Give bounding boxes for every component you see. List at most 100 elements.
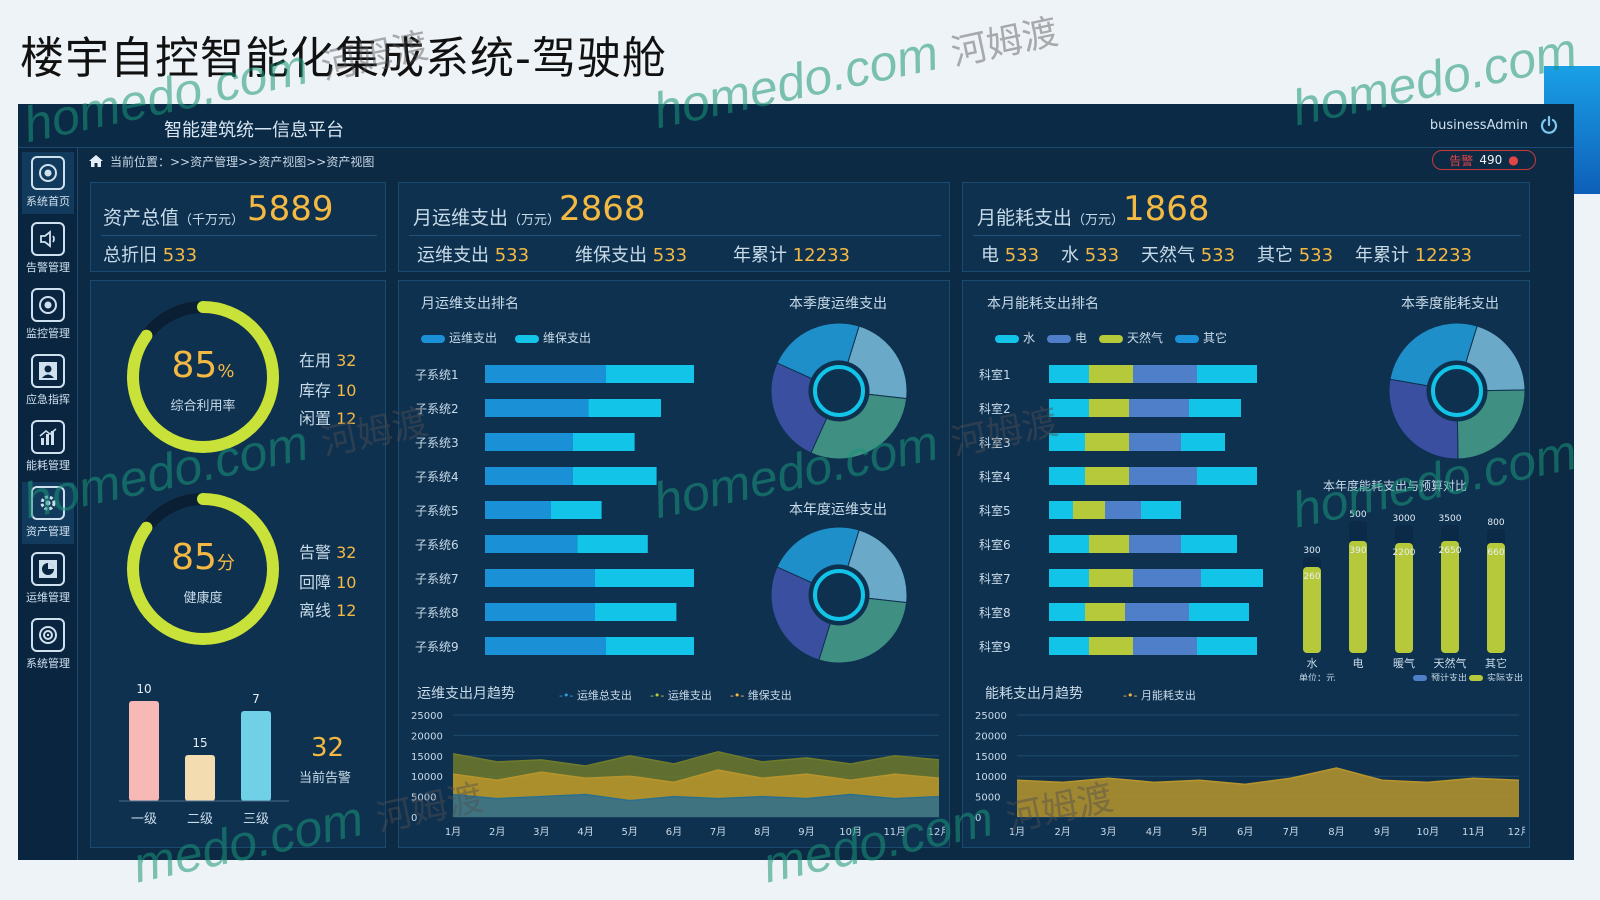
rank-bar-segment: [1049, 467, 1085, 485]
rank-category-label: 子系统2: [415, 402, 459, 416]
rank-category-label: 子系统7: [415, 572, 459, 586]
asset-kpi-value: 5889: [247, 189, 334, 229]
trend-x-tick: 12月: [928, 826, 945, 838]
sidebar-item-monitor[interactable]: 监控管理: [22, 284, 74, 346]
rank-bar-segment: [1197, 365, 1257, 383]
alarm-bar: [129, 701, 159, 801]
energy-trend-title: 能耗支出月趋势: [985, 686, 1083, 702]
utilization-stat: 库存 10: [299, 381, 357, 400]
rank-bar-segment: [1133, 637, 1197, 655]
budget-category-label: 水: [1307, 657, 1318, 670]
ops-kpi-panel: 月运维支出（万元） 2868 运维支出 533 维保支出 533 年累计 122…: [398, 182, 950, 272]
rank-bar-segment: [1049, 603, 1085, 621]
legend-item[interactable]: -•- 运维支出: [649, 689, 712, 702]
legend-item[interactable]: -•- 月能耗支出: [1123, 689, 1196, 702]
legend-item[interactable]: -•- 运维总支出: [559, 689, 632, 702]
rank-bar-segment: [1129, 433, 1181, 451]
trend-x-tick: 3月: [533, 826, 549, 838]
power-icon[interactable]: [1538, 114, 1560, 136]
utilization-stat: 闲置 12: [299, 409, 357, 428]
rank-bar-segment: [577, 535, 648, 553]
trend-area: [1017, 768, 1519, 817]
budget-bar-actual: [1395, 543, 1413, 653]
rank-bar-segment: [1129, 399, 1189, 417]
pie-chart-icon: [31, 552, 65, 586]
legend-item[interactable]: 其它: [1175, 329, 1227, 346]
energy-trend-legend: -•- 月能耗支出: [1123, 687, 1196, 703]
trend-x-tick: 2月: [1054, 826, 1070, 838]
trend-y-tick: 10000: [411, 772, 443, 783]
legend-item[interactable]: 运维支出: [421, 329, 497, 346]
ops-kpi-sub: 年累计 12233: [733, 245, 850, 266]
budget-bar-actual: [1303, 567, 1321, 653]
budget-expected-label: 500: [1349, 510, 1366, 520]
rank-bar-segment: [485, 365, 606, 383]
trend-x-tick: 5月: [1191, 826, 1207, 838]
legend-item[interactable]: 水: [995, 329, 1035, 346]
sidebar-item-emergency[interactable]: 应急指挥: [22, 350, 74, 412]
energy-trend-chart: 25000 20000 15000 10000 5000 0 1月 2月 3月 4月 5月 6月 7月 8…: [975, 711, 1525, 838]
sidebar-item-asset[interactable]: 资产管理: [22, 482, 74, 544]
energy-rank-chart: 科室1 科室2 科室3 科室4 科室5 科室6 科室7 科室8 科室9: [979, 365, 1263, 655]
sidebar-item-energy[interactable]: 能耗管理: [22, 416, 74, 478]
rank-category-label: 科室7: [979, 571, 1011, 586]
legend-item[interactable]: -•- 维保支出: [729, 689, 792, 702]
rank-bar-segment: [1049, 569, 1089, 587]
donut-center: [813, 365, 865, 417]
donut-slice: [810, 393, 908, 460]
legend-item[interactable]: 电: [1047, 329, 1087, 346]
sidebar-item-label: 监控管理: [26, 327, 70, 340]
rank-bar-segment: [551, 501, 602, 519]
home-icon[interactable]: [88, 154, 104, 168]
kpi-divider: [101, 235, 377, 236]
ops-kpi-value: 2868: [559, 189, 646, 229]
rank-bar-segment: [1085, 467, 1129, 485]
breadcrumb-text[interactable]: 当前位置：>>资产管理>>资产视图>>资产视图: [110, 154, 375, 169]
year-ops-title: 本年度运维支出: [789, 502, 887, 518]
trend-x-tick: 12月: [1508, 826, 1525, 838]
trend-y-tick: 25000: [411, 711, 443, 722]
rank-bar-segment: [1049, 365, 1089, 383]
rank-category-label: 科室4: [979, 469, 1011, 484]
trend-area: [453, 794, 939, 817]
current-alarm-value: 32: [311, 733, 345, 763]
trend-line: [1016, 767, 1520, 786]
budget-category-label: 暖气: [1393, 656, 1415, 670]
donut-center: [813, 569, 865, 621]
budget-actual-label: 2200: [1393, 548, 1416, 558]
trend-y-tick: 20000: [411, 731, 443, 742]
rank-category-label: 子系统5: [415, 504, 459, 518]
settings-icon: [31, 618, 65, 652]
kpi-divider: [409, 235, 941, 236]
trend-y-tick: 5000: [411, 793, 436, 804]
trend-line: [452, 793, 940, 802]
kpi-divider: [973, 235, 1521, 236]
user-icon: [31, 354, 65, 388]
rank-bar-segment: [485, 467, 573, 485]
trend-x-tick: 11月: [1462, 826, 1485, 838]
budget-legend-swatch: [1413, 675, 1427, 681]
energy-kpi-sub: 电 533: [981, 245, 1040, 266]
sidebar-item-home[interactable]: 系统首页: [22, 152, 74, 214]
sidebar-item-system[interactable]: 系统管理: [22, 614, 74, 676]
alarm-badge[interactable]: 告警 490 ●: [1432, 150, 1536, 170]
rank-category-label: 子系统4: [415, 470, 459, 484]
donut-slice: [776, 526, 860, 584]
budget-category-label: 其它: [1485, 656, 1507, 670]
donut-slice: [1389, 322, 1478, 387]
trend-x-tick: 9月: [798, 826, 814, 838]
asset-kpi-panel: 资产总值（千万元） 5889 总折旧 533: [90, 182, 386, 272]
energy-kpi-label: 月能耗支出（万元）: [977, 207, 1125, 229]
user-name[interactable]: businessAdmin: [1429, 118, 1528, 133]
trend-x-tick: 5月: [622, 826, 638, 838]
legend-item[interactable]: 维保支出: [515, 329, 591, 346]
sidebar-item-alarm[interactable]: 告警管理: [22, 218, 74, 280]
energy-kpi-value: 1868: [1123, 189, 1210, 229]
legend-item[interactable]: 天然气: [1099, 329, 1163, 346]
budget-actual-label: 660: [1487, 548, 1504, 558]
trend-x-tick: 1月: [445, 826, 461, 838]
energy-rank-title: 本月能耗支出排名: [987, 296, 1099, 312]
slide-title: 楼宇自控智能化集成系统-驾驶舱: [20, 33, 667, 84]
ops-kpi-sub: 维保支出 533: [575, 245, 688, 266]
sidebar-item-ops[interactable]: 运维管理: [22, 548, 74, 610]
